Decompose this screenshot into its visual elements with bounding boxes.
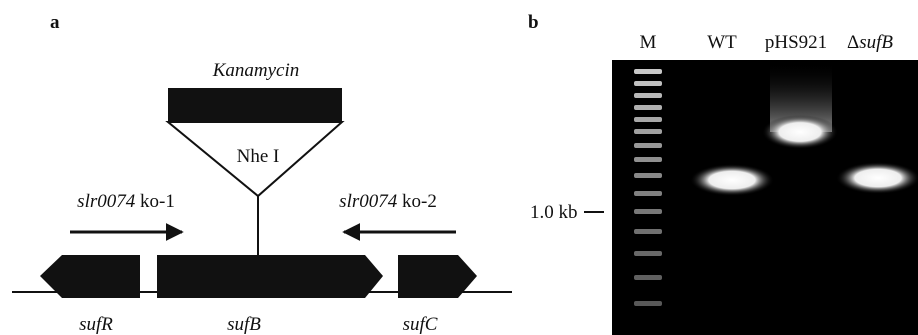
marker-label: 1.0 kb (530, 202, 578, 223)
panel-a: a Kanamycin Nhe I slr0074 ko-1 slr0074 k… (12, 12, 512, 335)
ladder-band (634, 129, 662, 134)
ladder-band (634, 81, 662, 86)
ladder-band (634, 143, 662, 148)
ladder-band (634, 251, 662, 256)
delta: Δ (847, 32, 859, 53)
ladder-band (634, 117, 662, 122)
panel-label: a (50, 12, 60, 33)
lane-gene: sufB (859, 32, 893, 53)
lane-label: ΔsufB (847, 32, 893, 53)
figure: a Kanamycin Nhe I slr0074 ko-1 slr0074 k… (0, 0, 918, 335)
panel-b: b M WT pHS921 ΔsufB 1.0 kb (528, 12, 918, 335)
lane-label: pHS921 (765, 32, 827, 53)
ladder-band (634, 93, 662, 98)
ladder-band (634, 105, 662, 110)
lane-label: M (640, 32, 657, 53)
ladder-band (634, 229, 662, 234)
primer-gene: slr0074 (339, 191, 398, 212)
gel (612, 60, 918, 335)
gene-label: sufC (403, 314, 438, 335)
ladder-band (634, 173, 662, 178)
lane-label: WT (707, 32, 737, 53)
ladder-band (634, 209, 662, 214)
primer-gene: slr0074 (77, 191, 136, 212)
insert-label: Kanamycin (212, 60, 300, 81)
primer-label: slr0074 ko-1 (77, 191, 175, 212)
primer-suffix: ko-1 (140, 191, 175, 212)
gel-band (836, 162, 918, 194)
gel-band (762, 115, 838, 149)
ladder-band (634, 191, 662, 196)
gene-label: sufB (227, 314, 261, 335)
primer-suffix: ko-2 (402, 191, 437, 212)
ladder-band (634, 69, 662, 74)
ladder-band (634, 157, 662, 162)
gel-band (690, 164, 774, 196)
gene-label: sufR (79, 314, 113, 335)
insert-box (168, 88, 342, 122)
site-label: Nhe I (237, 146, 280, 167)
primer-label: slr0074 ko-2 (339, 191, 437, 212)
ladder-band (634, 275, 662, 280)
gene-sufB (157, 255, 383, 298)
ladder-band (634, 301, 662, 306)
panel-label: b (528, 12, 539, 33)
